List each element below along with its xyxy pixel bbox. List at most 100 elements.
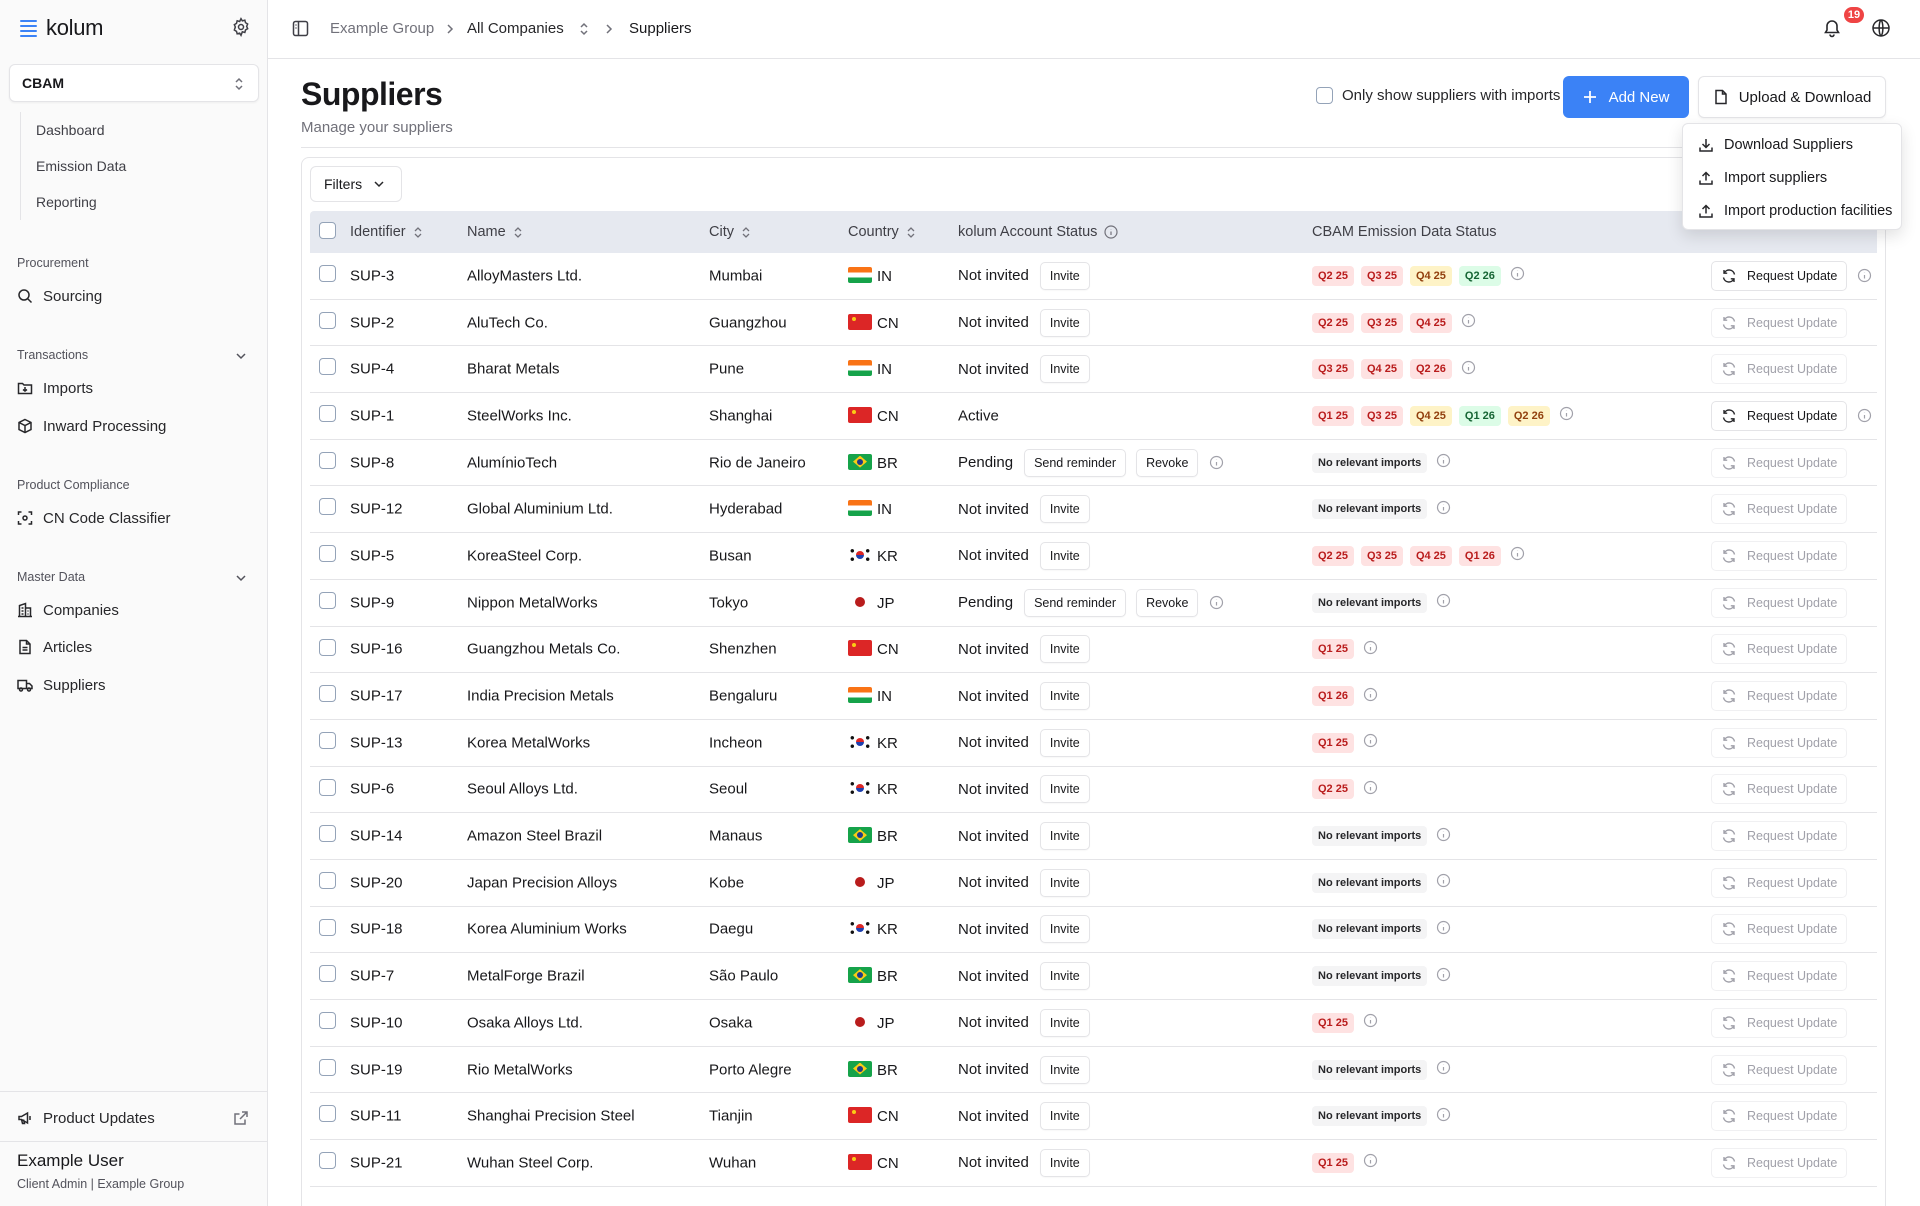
supplier-name[interactable]: Seoul Alloys Ltd. [467, 780, 578, 798]
table-row[interactable]: SUP-3 AlloyMasters Ltd. Mumbai IN Not invite… [310, 253, 1877, 300]
supplier-identifier[interactable]: SUP-1 [350, 407, 395, 425]
column-header-country[interactable]: Country [848, 224, 916, 240]
table-row[interactable]: SUP-21 Wuhan Steel Corp. Wuhan CN Not invite… [310, 1140, 1877, 1187]
info-icon[interactable] [1436, 967, 1451, 982]
breadcrumb-example-group[interactable]: Example Group [330, 20, 435, 37]
supplier-identifier[interactable]: SUP-13 [350, 734, 403, 752]
row-checkbox[interactable] [319, 451, 336, 469]
supplier-name[interactable]: Bharat Metals [467, 360, 560, 378]
table-row[interactable]: SUP-8 AlumínioTech Rio de Janeiro BR Pending… [310, 440, 1877, 487]
row-checkbox[interactable] [319, 918, 336, 936]
table-row[interactable]: SUP-17 India Precision Metals Bengaluru IN N… [310, 673, 1877, 720]
row-checkbox[interactable] [319, 1058, 336, 1076]
info-icon[interactable] [1209, 455, 1224, 470]
info-icon[interactable] [1461, 313, 1476, 328]
info-icon[interactable] [1436, 593, 1451, 608]
upload-download-button[interactable]: Upload & Download [1698, 76, 1886, 118]
request-update-button[interactable]: Request Update [1711, 587, 1848, 618]
supplier-identifier[interactable]: SUP-5 [350, 547, 395, 565]
supplier-identifier[interactable]: SUP-17 [350, 687, 403, 705]
request-update-button[interactable]: Request Update [1711, 1101, 1848, 1132]
request-update-button[interactable]: Request Update [1711, 1007, 1848, 1038]
row-checkbox[interactable] [319, 265, 336, 282]
invite-button[interactable]: Invite [1039, 355, 1090, 384]
invite-button[interactable]: Invite [1039, 728, 1090, 757]
invite-button[interactable]: Invite [1039, 682, 1090, 711]
send-reminder-button[interactable]: Send reminder [1024, 448, 1127, 477]
table-row[interactable]: SUP-10 Osaka Alloys Ltd. Osaka JP Not invite… [310, 1000, 1877, 1047]
menu-item-download-suppliers[interactable]: Download Suppliers [1687, 128, 1897, 161]
row-checkbox[interactable] [319, 545, 336, 563]
supplier-identifier[interactable]: SUP-16 [350, 640, 403, 658]
table-row[interactable]: SUP-20 Japan Precision Alloys Kobe JP Not in… [310, 860, 1877, 907]
row-checkbox[interactable] [319, 685, 336, 703]
supplier-name[interactable]: AluTech Co. [467, 314, 548, 332]
globe-icon[interactable] [1871, 18, 1891, 38]
send-reminder-button[interactable]: Send reminder [1024, 588, 1127, 617]
invite-button[interactable]: Invite [1039, 775, 1090, 804]
row-checkbox[interactable] [319, 1012, 336, 1029]
table-row[interactable]: SUP-5 KoreaSteel Corp. Busan KR Not invited I… [310, 533, 1877, 580]
row-checkbox[interactable] [319, 405, 336, 423]
info-icon[interactable] [1559, 406, 1574, 421]
product-updates-link[interactable]: Product Updates [17, 1106, 155, 1130]
table-row[interactable]: SUP-11 Shanghai Precision Steel Tianjin CN N… [310, 1093, 1877, 1141]
supplier-name[interactable]: Korea MetalWorks [467, 734, 591, 752]
user-name[interactable]: Example User [17, 1151, 124, 1170]
supplier-identifier[interactable]: SUP-21 [350, 1154, 403, 1172]
table-row[interactable]: SUP-1 SteelWorks Inc. Shanghai CN Active Q1 2… [310, 393, 1877, 440]
table-row[interactable]: SUP-13 Korea MetalWorks Incheon KR Not invit… [310, 720, 1877, 767]
request-update-button[interactable]: Request Update [1711, 494, 1848, 525]
menu-item-import-suppliers[interactable]: Import suppliers [1687, 161, 1897, 194]
info-icon[interactable] [1510, 266, 1525, 281]
request-update-button[interactable]: Request Update [1711, 867, 1848, 898]
request-update-button[interactable]: Request Update [1711, 914, 1848, 945]
menu-item-import-production-facilities[interactable]: Import production facilities [1687, 194, 1897, 227]
request-update-button[interactable]: Request Update [1711, 400, 1848, 431]
info-icon[interactable] [1857, 408, 1872, 423]
row-checkbox[interactable] [319, 778, 336, 796]
select-all-checkbox[interactable] [319, 222, 336, 239]
supplier-identifier[interactable]: SUP-9 [350, 594, 395, 612]
request-update-button[interactable]: Request Update [1711, 354, 1848, 385]
supplier-identifier[interactable]: SUP-19 [350, 1061, 403, 1079]
gear-icon[interactable] [231, 17, 251, 37]
request-update-button[interactable]: Request Update [1711, 1054, 1848, 1085]
supplier-name[interactable]: Shanghai Precision Steel [467, 1107, 635, 1125]
invite-button[interactable]: Invite [1039, 1102, 1090, 1131]
info-icon[interactable] [1436, 920, 1451, 935]
info-icon[interactable] [1436, 500, 1451, 515]
row-checkbox[interactable] [319, 311, 336, 329]
supplier-name[interactable]: MetalForge Brazil [467, 967, 585, 985]
supplier-name[interactable]: AlloyMasters Ltd. [467, 267, 583, 285]
chevron-up-down-icon[interactable] [578, 22, 590, 36]
supplier-name[interactable]: Guangzhou Metals Co. [467, 640, 621, 658]
sidebar-item-articles[interactable]: Articles [17, 635, 92, 659]
chevron-down-icon[interactable] [234, 349, 248, 363]
invite-button[interactable]: Invite [1039, 308, 1090, 337]
invite-button[interactable]: Invite [1039, 635, 1090, 664]
table-row[interactable]: SUP-16 Guangzhou Metals Co. Shenzhen CN Not … [310, 627, 1877, 674]
brand-logo[interactable]: kolum [20, 15, 103, 41]
request-update-button[interactable]: Request Update [1711, 774, 1848, 805]
invite-button[interactable]: Invite [1039, 915, 1090, 944]
request-update-button[interactable]: Request Update [1711, 447, 1848, 478]
info-icon[interactable] [1510, 546, 1525, 561]
invite-button[interactable]: Invite [1039, 868, 1090, 897]
row-checkbox[interactable] [319, 498, 336, 516]
invite-button[interactable]: Invite [1039, 962, 1090, 991]
info-icon[interactable] [1857, 268, 1872, 283]
invite-button[interactable]: Invite [1039, 822, 1090, 851]
table-row[interactable]: SUP-9 Nippon MetalWorks Tokyo JP Pending Send… [310, 580, 1877, 627]
invite-button[interactable]: Invite [1039, 1008, 1090, 1037]
supplier-identifier[interactable]: SUP-14 [350, 827, 403, 845]
subnav-item-reporting[interactable]: Reporting [36, 194, 97, 210]
revoke-button[interactable]: Revoke [1136, 588, 1199, 617]
supplier-identifier[interactable]: SUP-2 [350, 314, 395, 332]
supplier-name[interactable]: Wuhan Steel Corp. [467, 1154, 594, 1172]
supplier-identifier[interactable]: SUP-6 [350, 780, 395, 798]
supplier-name[interactable]: SteelWorks Inc. [467, 407, 572, 425]
invite-button[interactable]: Invite [1039, 1055, 1090, 1084]
row-checkbox[interactable] [319, 1152, 336, 1170]
info-icon[interactable] [1209, 595, 1224, 610]
